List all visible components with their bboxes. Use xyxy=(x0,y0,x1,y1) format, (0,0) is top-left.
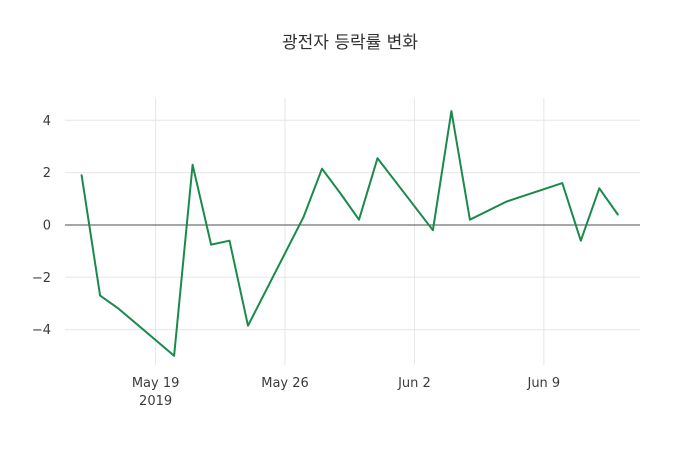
x-tick-label: Jun 2 xyxy=(397,376,431,391)
y-tick-label: 4 xyxy=(43,114,51,129)
y-tick-label: 0 xyxy=(43,218,51,233)
y-tick-label: −2 xyxy=(32,271,51,286)
x-tick-label: May 19 xyxy=(132,376,180,391)
x-tick-label: May 26 xyxy=(261,376,309,391)
y-tick-label: 2 xyxy=(43,166,51,181)
data-line xyxy=(80,110,619,357)
chart-title: 광전자 등락률 변화 xyxy=(282,33,418,53)
x-tick-label: Jun 9 xyxy=(526,376,560,391)
plot-area: −4 −2 0 2 4 May 19 2019 May 26 Jun 2 Jun 9 xyxy=(32,98,640,409)
x-tick-sublabel: 2019 xyxy=(139,394,172,409)
y-tick-label: −4 xyxy=(32,323,51,338)
